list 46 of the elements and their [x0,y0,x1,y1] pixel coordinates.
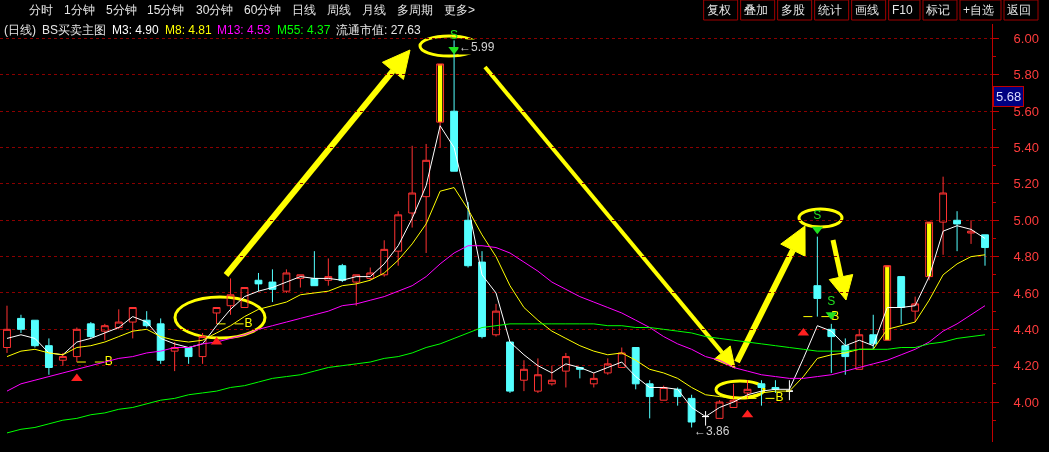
y-tick-label: 4.20 [1013,358,1039,374]
text: 30分钟 [196,3,234,17]
text: 多股 [781,3,805,17]
text: M8: 4.81 [165,23,213,37]
y-tick-label: 4.00 [1013,394,1039,410]
text: M55: 4.37 [277,23,331,37]
y-tick-label: 5.20 [1013,176,1039,192]
data-label: B [244,315,253,330]
text: 周线 [327,3,351,17]
text: 更多> [444,3,476,17]
y-tick-label: 4.60 [1013,285,1039,301]
y-tick-label: 4.40 [1013,321,1039,337]
y-tick-label: 4.80 [1013,249,1039,265]
text: 日线 [292,3,316,17]
y-tick-label: 5.40 [1013,140,1039,156]
y-tick-label: 5.60 [1013,103,1039,119]
text: 月线 [362,3,386,17]
text: 画线 [855,3,879,17]
text: 1分钟 [64,3,95,17]
annotation: ←3.86 [694,424,730,438]
text: 5分钟 [106,3,137,17]
text: 叠加 [744,3,768,17]
text: 分时 [29,3,53,17]
text: 标记 [925,3,950,17]
data-label: S [813,208,822,223]
annotation: 5.68 [996,89,1022,104]
y-tick-label: 5.00 [1013,212,1039,228]
text: +自选 [963,3,995,17]
text: M13: 4.53 [217,23,271,37]
text: 统计 [818,3,842,17]
text: 60分钟 [244,3,282,17]
annotation: 流通市值: 27.63 [336,23,422,37]
text: F10 [892,3,913,17]
annotation: ←5.99 [459,40,495,54]
data-label: B [775,390,784,405]
y-tick-label: 5.80 [1013,67,1039,83]
y-tick-label: 6.00 [1013,31,1039,47]
data-label: S [827,293,836,308]
chart-subtitle: BS买卖主图 [42,23,107,37]
text: 复权 [707,3,731,17]
text: 15分钟 [147,3,185,17]
text: 多周期 [397,3,433,17]
data-label: S [450,28,459,43]
text: M3: 4.90 [112,23,160,37]
chart-title: (日线) [4,23,36,37]
text: 返回 [1007,3,1031,17]
